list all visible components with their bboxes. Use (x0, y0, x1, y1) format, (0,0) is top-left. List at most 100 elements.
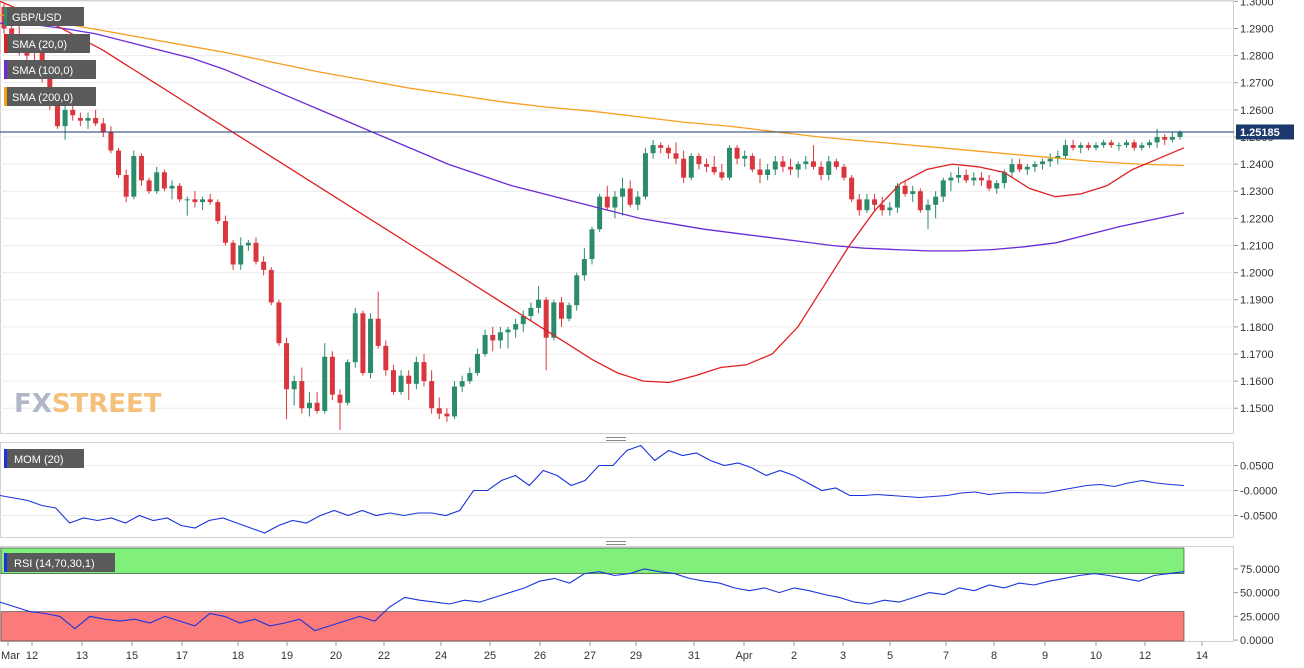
candle (1131, 139, 1137, 151)
candle (772, 155, 778, 175)
candle-body (337, 394, 343, 403)
svg-text:SMA (200,0): SMA (200,0) (12, 92, 73, 104)
date-tick-label: 13 (76, 650, 88, 662)
candle (345, 359, 351, 406)
candle-body (1009, 164, 1015, 173)
candle (673, 142, 679, 165)
candle-body (986, 180, 992, 189)
candle-body (940, 180, 946, 197)
legend-rsi[interactable]: RSI (14,70,30,1) (4, 553, 115, 572)
candle (551, 299, 557, 341)
candle (1124, 139, 1130, 148)
price-axis: 1.30001.29001.28001.27001.26001.25001.24… (1234, 0, 1274, 415)
candle-body (230, 242, 236, 265)
candle-body (658, 145, 664, 148)
candle (726, 145, 732, 181)
candle-body (788, 166, 794, 170)
date-tick-label: 12 (1139, 650, 1151, 662)
candle-body (245, 242, 251, 246)
candle-body (54, 104, 60, 127)
candle-body (306, 402, 312, 409)
candle-body (597, 196, 603, 230)
candle-body (1085, 145, 1091, 148)
candle-body (612, 196, 618, 208)
candle-body (345, 362, 351, 403)
legend-sma200[interactable]: SMA (200,0) (4, 87, 96, 106)
candle (711, 155, 717, 175)
candle (1070, 139, 1076, 151)
candle-body (734, 147, 740, 159)
candle-body (322, 356, 328, 411)
candle (138, 153, 144, 186)
candle (543, 297, 549, 371)
candle-body (238, 245, 244, 265)
candle (1017, 158, 1023, 173)
candle (940, 177, 946, 203)
candle (963, 169, 969, 184)
candle-body (268, 269, 274, 303)
candle-body (910, 191, 916, 194)
mom-tick-label: -0.0000 (1240, 486, 1277, 498)
candle (1169, 131, 1175, 143)
price-tick-label: 1.2800 (1240, 51, 1274, 63)
candle (1116, 142, 1122, 151)
candle (131, 150, 137, 200)
candle (497, 326, 503, 349)
candle-body (261, 261, 267, 270)
candle (856, 193, 862, 216)
candle-body (1154, 136, 1160, 143)
candle-body (849, 177, 855, 200)
candle (833, 158, 839, 170)
candlestick-series (1, 4, 1183, 430)
candle-body (925, 204, 931, 211)
candle (192, 191, 198, 208)
candle-body (681, 158, 687, 178)
rsi-panel-border (0, 546, 1234, 642)
svg-text:RSI (14,70,30,1): RSI (14,70,30,1) (14, 558, 95, 570)
panel-splitter-mom[interactable] (606, 437, 626, 441)
candle-body (368, 318, 374, 373)
candle-body (413, 362, 419, 384)
candle (314, 391, 320, 414)
price-tick-label: 1.2000 (1240, 268, 1274, 280)
candle (719, 164, 725, 181)
mom-tick-label: -0.0500 (1240, 511, 1277, 523)
candle (765, 164, 771, 181)
candle-body (917, 191, 923, 211)
grid-lines (0, 0, 1234, 516)
candle-body (314, 402, 320, 411)
sma20-line (0, 0, 1185, 384)
candle (177, 183, 183, 203)
legend-sma100[interactable]: SMA (100,0) (4, 60, 96, 79)
panel-splitter-rsi[interactable] (606, 541, 626, 545)
candle-body (215, 202, 221, 222)
candle-body (696, 155, 702, 165)
candle-body (383, 345, 389, 371)
candle-body (398, 375, 404, 392)
date-tick-label: 26 (534, 650, 546, 662)
legend-mom[interactable]: MOM (20) (4, 449, 84, 468)
svg-text:GBP/USD: GBP/USD (12, 12, 62, 24)
candle-body (85, 117, 91, 121)
price-tick-label: 1.1700 (1240, 349, 1274, 361)
candle-body (70, 109, 76, 116)
candle-body (536, 299, 542, 308)
candle-body (1078, 145, 1084, 148)
date-tick-label: 22 (378, 650, 390, 662)
candle (612, 191, 618, 219)
candle-body (551, 302, 557, 338)
rsi-tick-label: 50.0000 (1240, 588, 1280, 600)
main-panel-border (0, 0, 1234, 434)
legend-sma20[interactable]: SMA (20,0) (4, 34, 90, 53)
candle (459, 375, 465, 392)
candle (108, 126, 114, 154)
legend-symbol[interactable]: GBP/USD (4, 7, 84, 26)
candle-body (726, 147, 732, 178)
candle-body (1040, 161, 1046, 165)
candle (1108, 139, 1114, 148)
price-tick-label: 1.2400 (1240, 159, 1274, 171)
candle-body (291, 381, 297, 390)
candle-body (459, 381, 465, 387)
candle-body (421, 362, 427, 382)
candle-body (77, 117, 83, 121)
